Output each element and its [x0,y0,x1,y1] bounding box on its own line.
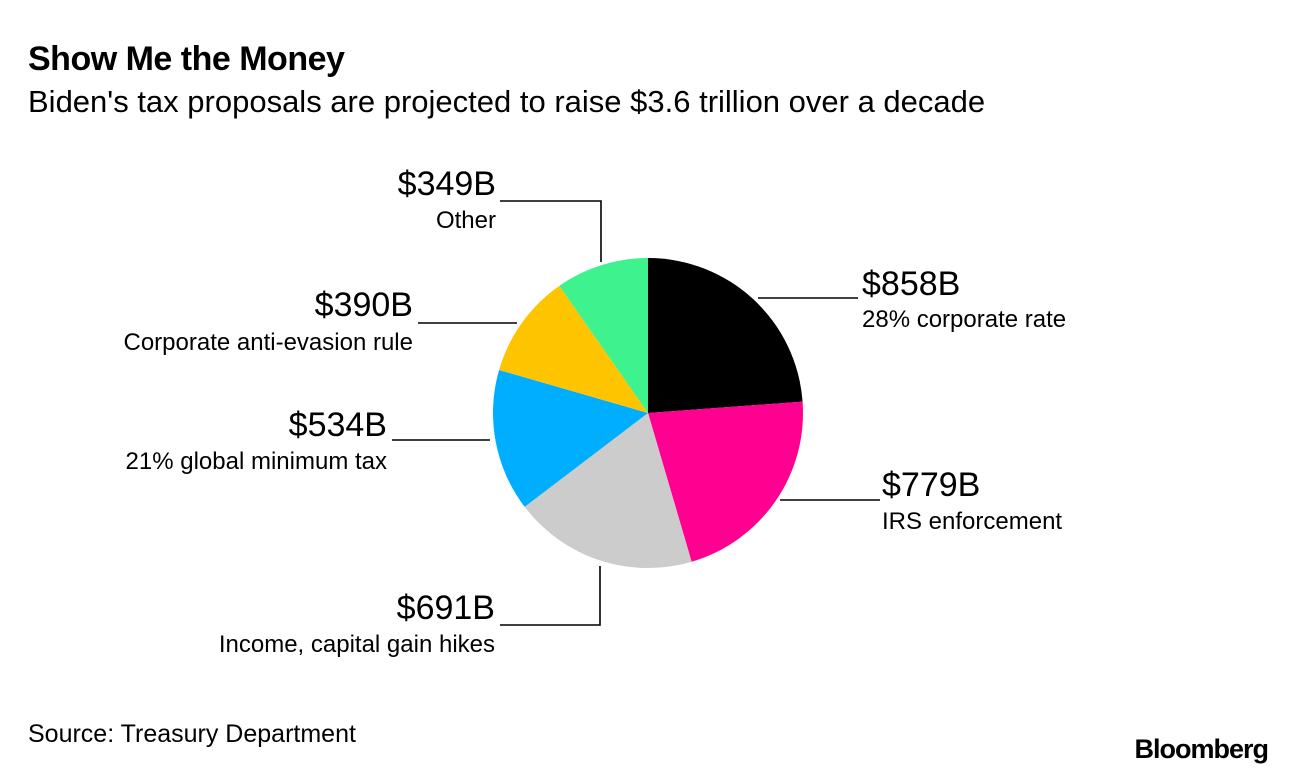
chart-title: Show Me the Money [28,40,345,78]
chart-subtitle: Biden's tax proposals are projected to r… [28,84,986,119]
slice-value-label: $349B [398,165,496,203]
pie-slice-5 [559,258,648,413]
pie-slice-4 [499,285,648,413]
leader-line-2 [500,566,601,626]
slice-category-label: 21% global minimum tax [126,448,387,475]
slice-category-label: Income, capital gain hikes [219,631,495,658]
slice-category-label: IRS enforcement [882,508,1062,535]
slice-category-label: Other [436,207,496,234]
slice-category-label: Corporate anti-evasion rule [124,329,414,356]
bloomberg-logo: Bloomberg [1134,734,1269,764]
slice-category-label: 28% corporate rate [862,306,1066,333]
source-note: Source: Treasury Department [28,720,356,748]
pie-slice-3 [492,369,648,507]
pie-slice-2 [524,413,692,569]
slice-value-label: $390B [315,286,413,324]
slice-value-label: $858B [862,265,960,303]
slice-labels: $858B 28% corporate rate $779B IRS enforcem… [124,165,1067,658]
slice-value-label: $691B [397,589,495,627]
slice-value-label: $534B [289,406,387,444]
pie-slice-1 [648,401,804,562]
leader-lines [392,200,880,626]
leader-line-5 [500,200,602,262]
pie-slice-0 [648,258,803,413]
pie-slices [492,258,804,569]
slice-value-label: $779B [882,466,980,504]
